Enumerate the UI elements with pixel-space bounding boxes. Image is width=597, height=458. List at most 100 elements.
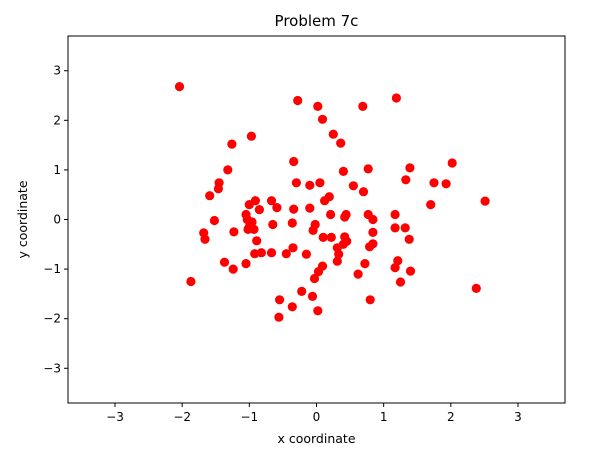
scatter-point: [318, 232, 328, 242]
scatter-point: [272, 203, 282, 213]
scatter-point: [326, 209, 336, 220]
scatter-point: [441, 179, 451, 189]
scatter-point: [395, 277, 406, 287]
y-tick-label: 3: [53, 64, 61, 78]
scatter-point: [390, 223, 400, 233]
scatter-point: [289, 156, 299, 167]
scatter-point: [186, 276, 196, 287]
plot-area-frame: [67, 35, 566, 404]
scatter-point: [368, 239, 378, 249]
scatter-point: [390, 263, 400, 273]
scatter-point: [174, 82, 185, 92]
scatter-point: [328, 129, 338, 139]
chart-title: Problem 7c: [275, 12, 359, 30]
scatter-point: [305, 180, 315, 190]
scatter-point: [313, 101, 323, 111]
scatter-point: [223, 165, 233, 175]
scatter-point: [358, 101, 368, 111]
x-tick-label: −2: [173, 410, 191, 424]
scatter-point: [405, 266, 416, 276]
scatter-point: [390, 209, 400, 220]
scatter-point: [213, 184, 223, 194]
scatter-point: [348, 181, 358, 191]
scatter-point: [313, 267, 324, 277]
y-tick-label: −2: [43, 312, 61, 326]
scatter-point: [275, 295, 285, 305]
scatter-point: [429, 178, 439, 188]
scatter-point: [305, 203, 315, 213]
scatter-point: [266, 196, 277, 206]
scatter-point: [368, 227, 378, 237]
scatter-point: [268, 219, 278, 230]
y-tick-label: −1: [43, 262, 61, 276]
scatter-point: [324, 192, 334, 202]
scatter-point: [317, 114, 328, 124]
scatter-point: [368, 214, 378, 225]
y-tick-label: 2: [53, 113, 61, 127]
scatter-point: [254, 205, 264, 215]
scatter-point: [256, 248, 266, 258]
scatter-point: [353, 269, 363, 279]
scatter-point: [391, 93, 401, 103]
x-tick-label: 3: [514, 410, 522, 424]
scatter-point: [250, 196, 260, 206]
x-tick-label: −1: [240, 410, 258, 424]
scatter-point: [332, 256, 342, 266]
scatter-point: [365, 295, 375, 305]
scatter-point: [219, 257, 230, 267]
points-layer: [174, 82, 490, 322]
y-tick-label: 0: [53, 213, 61, 227]
scatter-point: [241, 259, 251, 269]
scatter-point: [313, 306, 323, 316]
scatter-point: [326, 232, 336, 242]
scatter-point: [471, 283, 481, 293]
scatter-point: [447, 158, 457, 168]
scatter-point: [209, 215, 219, 226]
scatter-point: [426, 200, 436, 210]
scatter-point: [336, 138, 346, 148]
scatter-point: [293, 95, 303, 106]
scatter-point: [246, 131, 256, 141]
x-tick-label: 1: [380, 410, 388, 424]
ticks-layer: −3 −2 −1 0 1 2 3 −3 −2 −1 0 1 2 3: [43, 64, 522, 424]
scatter-point: [334, 249, 344, 259]
scatter-point: [287, 302, 297, 312]
scatter-point: [307, 291, 318, 301]
scatter-point: [228, 264, 238, 274]
scatter-point: [315, 178, 325, 188]
scatter-point: [480, 196, 490, 206]
scatter-point: [310, 219, 320, 230]
scatter-point: [363, 164, 373, 174]
scatter-point: [297, 286, 307, 296]
scatter-point: [288, 243, 298, 253]
x-tick-label: −3: [106, 410, 124, 424]
x-tick-label: 2: [447, 410, 455, 424]
y-tick-label: −3: [43, 361, 61, 375]
scatter-point: [227, 139, 237, 149]
scatter-point: [358, 187, 369, 197]
scatter-point: [393, 256, 403, 266]
scatter-point: [291, 178, 301, 188]
scatter-point: [274, 312, 284, 322]
scatter-point: [289, 204, 299, 214]
x-axis-label: x coordinate: [277, 431, 355, 446]
scatter-point: [360, 259, 370, 269]
scatter-point: [301, 249, 311, 259]
scatter-point: [338, 166, 348, 176]
scatter-point: [281, 249, 291, 259]
scatter-point: [200, 234, 210, 244]
y-tick-label: 1: [53, 163, 61, 177]
scatter-point: [229, 227, 239, 237]
scatter-point: [287, 218, 297, 228]
scatter-point: [400, 223, 410, 233]
scatter-point: [205, 191, 215, 201]
scatter-point: [404, 234, 414, 244]
scatter-point: [252, 236, 262, 246]
scatter-point: [340, 212, 350, 222]
scatter-point: [401, 175, 411, 185]
scatter-point: [405, 163, 415, 173]
scatter-point: [309, 273, 320, 284]
x-tick-label: 0: [313, 410, 321, 424]
